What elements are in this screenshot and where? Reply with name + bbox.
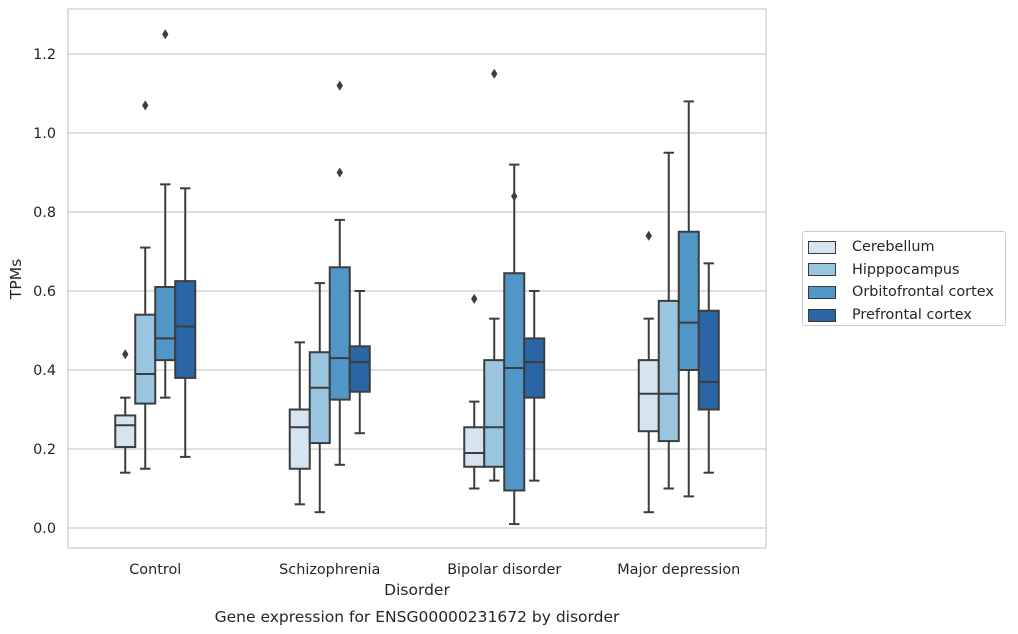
box-iqr [523,337,546,399]
outlier-point [491,68,498,79]
box-iqr [114,414,137,449]
y-tick-label: 0.8 [33,205,56,221]
outlier-point [122,349,129,360]
y-tick-label: 1.0 [33,126,56,142]
box-hipppocampus [134,100,157,470]
legend-item: Orbitofrontal cortex [808,281,1005,304]
box-hipppocampus [657,151,680,490]
outlier-point [162,29,169,40]
y-tick-labels: 0.0 0.2 0.4 0.6 0.8 1.0 1.2 [33,47,56,537]
box-orbitofrontal-cortex [154,29,177,399]
y-tick-label: 0.0 [33,521,56,537]
legend-item: Hipppocampus [808,259,1005,282]
box-orbitofrontal-cortex [677,100,700,498]
box-orbitofrontal-cortex [503,163,526,526]
y-tick-label: 0.6 [33,284,56,300]
legend-item: Cerebellum [808,236,1005,259]
legend-swatch [808,285,836,299]
box-series [114,29,720,526]
x-tick-label: Schizophrenia [279,562,380,578]
box-iqr [348,345,371,393]
outlier-point [511,191,518,202]
box-iqr [637,359,660,433]
box-iqr [697,309,720,411]
x-tick-label: Major depression [617,562,740,578]
y-tick-label: 1.2 [33,47,56,63]
y-axis-label: TPMs [7,259,25,300]
box-iqr [483,359,506,468]
box-iqr [134,313,157,405]
y-tick-label: 0.2 [33,442,56,458]
y-tick-label: 0.4 [33,363,56,379]
box-prefrontal-cortex [697,262,720,474]
legend-item: Prefrontal cortex [808,304,1005,327]
legend-swatch [808,263,836,277]
x-tick-label: Bipolar disorder [447,562,561,578]
box-iqr [288,408,311,470]
box-iqr [463,426,486,468]
legend-swatch [808,308,836,322]
x-axis-label: Disorder [384,581,450,599]
box-iqr [677,230,700,371]
box-iqr [328,266,351,401]
box-prefrontal-cortex [174,187,197,458]
box-iqr [657,299,680,443]
legend-swatch [808,240,836,254]
legend-label: Prefrontal cortex [852,307,972,324]
box-prefrontal-cortex [348,290,371,435]
box-iqr [174,280,197,379]
legend-label: Orbitofrontal cortex [852,284,994,301]
box-cerebellum [288,341,311,506]
x-tick-labels: Control Schizophrenia Bipolar disorder Majo… [129,562,740,578]
box-iqr [308,351,331,445]
legend: Cerebellum Hipppocampus Orbitofrontal cort… [802,231,1006,326]
chart-caption: Gene expression for ENSG00000231672 by d… [215,608,620,626]
outlier-point [336,167,343,178]
outlier-point [142,100,149,111]
outlier-point [471,293,478,304]
box-hipppocampus [308,282,331,514]
outlier-point [336,80,343,91]
box-cerebellum [114,349,137,474]
plot-frame [67,8,767,549]
box-iqr [503,272,526,492]
legend-label: Hipppocampus [852,261,960,278]
x-tick-label: Control [129,562,181,578]
box-hipppocampus [483,68,506,482]
legend-label: Cerebellum [852,239,935,256]
box-iqr [154,286,177,362]
box-orbitofrontal-cortex [328,80,351,466]
box-cerebellum [637,230,660,514]
outlier-point [645,230,652,241]
box-prefrontal-cortex [523,290,546,482]
box-cerebellum [463,293,486,490]
